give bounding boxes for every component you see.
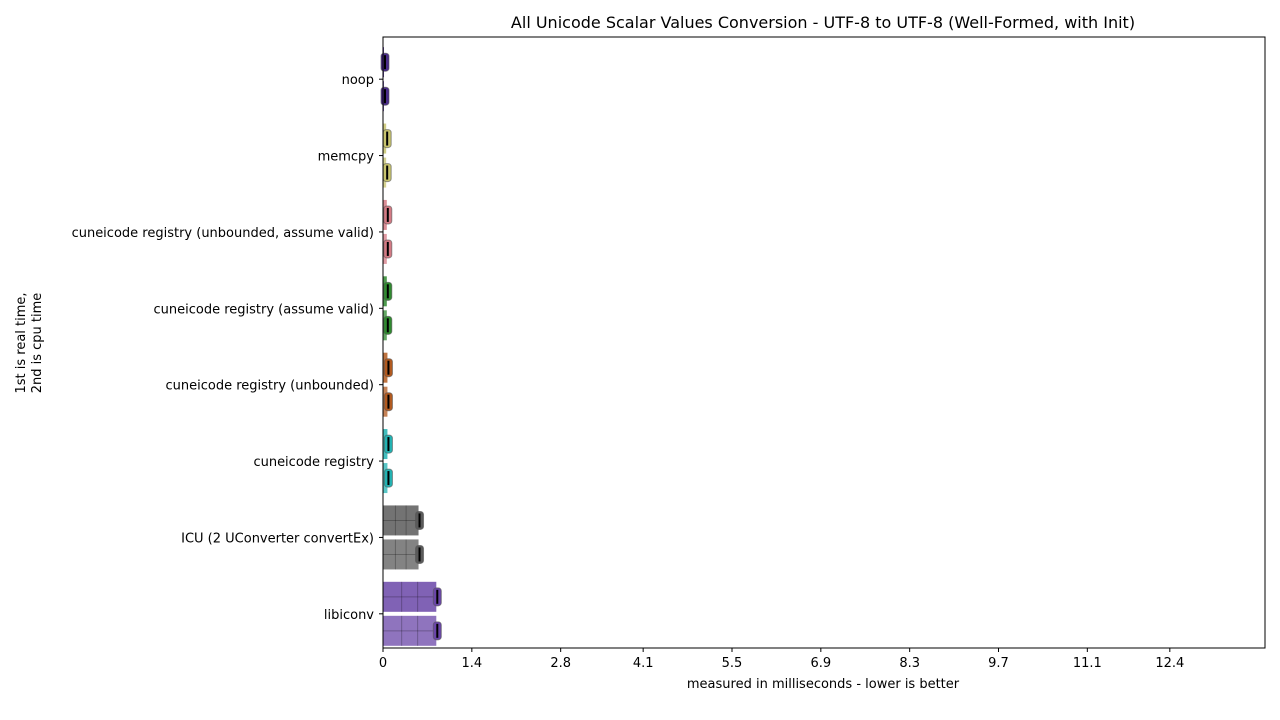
x-tick-label: 6.9 bbox=[810, 656, 831, 671]
y-tick-label: cuneicode registry (unbounded) bbox=[166, 379, 375, 394]
bar bbox=[383, 615, 437, 646]
y-tick-label: cuneicode registry (assume valid) bbox=[153, 302, 374, 317]
x-tick-label: 9.7 bbox=[988, 656, 1009, 671]
bar bbox=[383, 539, 419, 570]
y-tick-label: ICU (2 UConverter convertEx) bbox=[181, 531, 374, 546]
bar-group bbox=[380, 47, 442, 646]
y-tick-label: cuneicode registry bbox=[253, 455, 374, 470]
x-tick-label: 0 bbox=[379, 656, 387, 671]
bar bbox=[383, 505, 419, 536]
y-tick-label: libiconv bbox=[324, 608, 374, 623]
y-axis-label-line-1: 1st is real time, bbox=[14, 292, 29, 393]
y-axis-label-line-2: 2nd is cpu time bbox=[30, 293, 45, 394]
y-tick-label: noop bbox=[342, 73, 374, 88]
x-axis: 0 1.4 2.8 4.1 5.5 6.9 8.3 9.7 11.1 12.4 bbox=[379, 648, 1184, 671]
plot-frame bbox=[382, 36, 1266, 649]
y-axis: noop memcpy cuneicode registry (unbounded,… bbox=[72, 73, 383, 623]
chart-title: All Unicode Scalar Values Conversion - U… bbox=[511, 13, 1135, 32]
x-tick-label: 8.3 bbox=[899, 656, 920, 671]
x-tick-label: 4.1 bbox=[633, 656, 654, 671]
y-tick-label: cuneicode registry (unbounded, assume va… bbox=[72, 226, 374, 241]
x-tick-label: 5.5 bbox=[722, 656, 743, 671]
x-tick-label: 1.4 bbox=[461, 656, 482, 671]
x-axis-label: measured in milliseconds - lower is bett… bbox=[687, 677, 960, 692]
x-tick-label: 2.8 bbox=[550, 656, 571, 671]
bar bbox=[383, 581, 437, 612]
x-tick-label: 12.4 bbox=[1155, 656, 1184, 671]
y-tick-label: memcpy bbox=[318, 150, 375, 165]
x-tick-label: 11.1 bbox=[1073, 656, 1102, 671]
